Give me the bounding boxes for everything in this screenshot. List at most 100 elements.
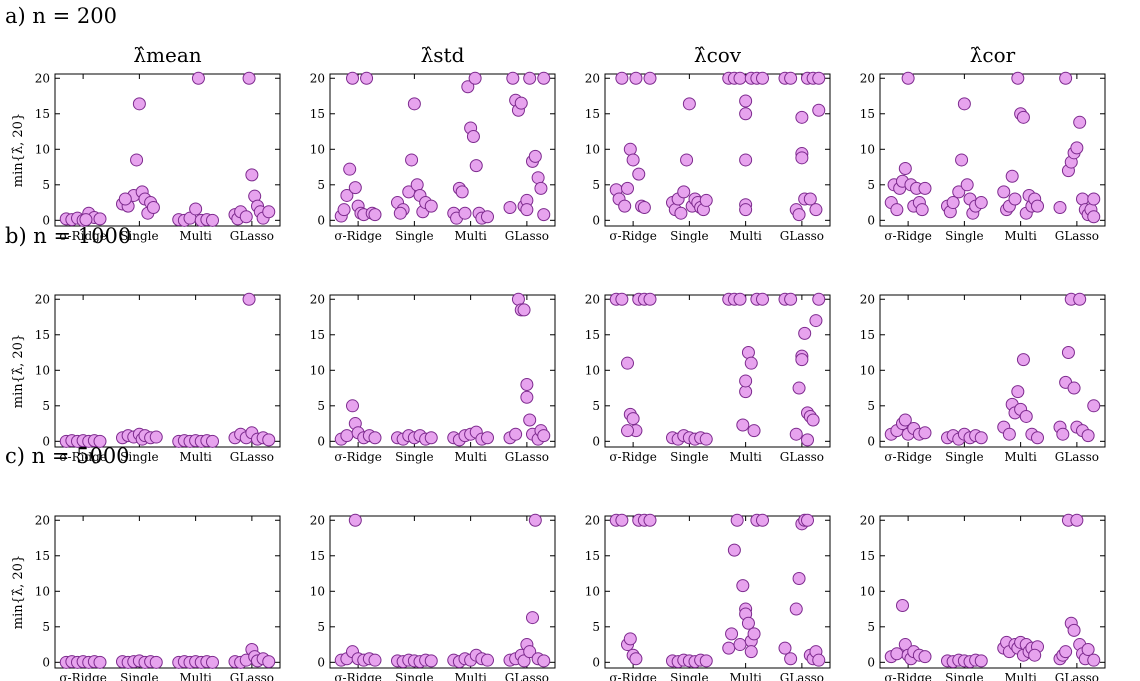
- data-point: [741, 346, 755, 360]
- data-point: [468, 71, 482, 85]
- y-tick-label: 10: [585, 584, 600, 598]
- y-tick-label: 15: [35, 107, 50, 121]
- y-tick-label: 5: [317, 399, 325, 413]
- y-tick-label: 5: [317, 178, 325, 192]
- column-title: λ̂cov: [694, 43, 742, 67]
- x-tick-label: Multi: [454, 671, 487, 681]
- x-tick-label: GLasso: [1055, 229, 1099, 243]
- data-point: [340, 188, 354, 202]
- x-tick-label: σ-Ridge: [334, 229, 382, 243]
- data-point: [784, 292, 798, 306]
- data-point: [918, 650, 932, 664]
- y-tick-label: 0: [592, 655, 600, 669]
- y-tick-label: 0: [592, 434, 600, 448]
- data-point: [1016, 110, 1030, 124]
- data-point: [368, 653, 382, 667]
- data-point: [520, 390, 534, 404]
- data-point: [1087, 653, 1101, 667]
- x-tick-label: Multi: [179, 671, 212, 681]
- data-point: [410, 178, 424, 192]
- data-point: [346, 399, 359, 413]
- data-point: [206, 434, 219, 448]
- y-tick-label: 20: [35, 513, 50, 527]
- data-point: [733, 71, 747, 85]
- y-tick-label: 5: [592, 399, 600, 413]
- y-tick-label: 10: [35, 584, 50, 598]
- data-point: [337, 203, 351, 217]
- data-point: [621, 181, 634, 195]
- x-tick-label: σ-Ridge: [59, 671, 107, 681]
- plot-frame: [329, 294, 556, 448]
- x-tick-label: Multi: [1004, 671, 1037, 681]
- data-point: [812, 292, 826, 306]
- x-tick-label: Single: [120, 450, 158, 464]
- x-tick-label: σ-Ridge: [609, 450, 657, 464]
- row-label: b) n = 1000: [5, 224, 131, 248]
- x-tick-label: GLasso: [505, 229, 549, 243]
- x-tick-label: GLasso: [1055, 671, 1099, 681]
- data-point: [534, 181, 548, 195]
- y-axis-label: min{λ̂, 20}: [11, 555, 26, 629]
- data-point: [733, 292, 747, 306]
- y-tick-label: 10: [35, 363, 50, 377]
- data-point: [466, 130, 480, 144]
- data-point: [974, 654, 988, 668]
- data-point: [503, 201, 517, 215]
- x-tick-label: GLasso: [780, 229, 824, 243]
- x-tick-label: Multi: [1004, 229, 1037, 243]
- y-tick-label: 20: [35, 292, 50, 306]
- data-point: [739, 94, 753, 108]
- data-point: [1011, 385, 1025, 399]
- data-point: [481, 653, 494, 667]
- data-point: [1087, 210, 1101, 224]
- data-point: [118, 192, 132, 206]
- data-point: [348, 513, 362, 527]
- data-point: [739, 374, 753, 388]
- plot-frame: [879, 515, 1106, 669]
- data-point: [368, 208, 382, 222]
- data-point: [517, 303, 531, 317]
- data-point: [801, 433, 814, 447]
- y-tick-label: 10: [310, 584, 325, 598]
- panel-b-cov: 0 5 10 15 20 σ-Ridge Single Multi GLasso: [585, 292, 831, 464]
- y-tick-label: 10: [310, 142, 325, 156]
- x-tick-label: σ-Ridge: [609, 229, 657, 243]
- data-point: [699, 193, 713, 207]
- data-point: [898, 161, 912, 175]
- data-point: [789, 602, 803, 616]
- x-tick-label: GLasso: [230, 671, 274, 681]
- data-point: [682, 97, 696, 111]
- panel-c-cor: 0 5 10 15 20 σ-Ridge Single Multi GLasso: [860, 513, 1106, 681]
- plot-frame: [604, 515, 831, 669]
- y-tick-label: 0: [42, 213, 50, 227]
- data-point: [615, 513, 629, 527]
- data-point: [1002, 427, 1016, 441]
- y-tick-label: 20: [585, 292, 600, 306]
- data-point: [360, 71, 374, 85]
- y-tick-label: 20: [310, 71, 325, 85]
- data-point: [458, 206, 472, 220]
- y-tick-label: 15: [310, 107, 325, 121]
- data-point: [206, 655, 219, 669]
- data-point: [974, 196, 988, 210]
- y-tick-label: 20: [35, 71, 50, 85]
- data-point: [262, 205, 276, 219]
- x-tick-label: σ-Ridge: [884, 229, 932, 243]
- data-point: [901, 71, 915, 85]
- data-point: [739, 203, 753, 217]
- data-point: [741, 616, 755, 630]
- data-point: [809, 314, 823, 328]
- y-tick-label: 5: [317, 620, 325, 634]
- data-point: [1070, 513, 1084, 527]
- x-tick-label: Multi: [729, 671, 762, 681]
- data-point: [739, 107, 753, 121]
- data-point: [531, 171, 545, 185]
- data-point: [792, 208, 806, 222]
- panel-b-mean: 0 5 10 15 20 σ-Ridge Single Multi GLasso: [35, 292, 281, 464]
- x-tick-label: Multi: [729, 229, 762, 243]
- data-point: [520, 377, 534, 391]
- y-tick-label: 15: [585, 328, 600, 342]
- data-point: [93, 655, 107, 669]
- data-point: [677, 185, 691, 199]
